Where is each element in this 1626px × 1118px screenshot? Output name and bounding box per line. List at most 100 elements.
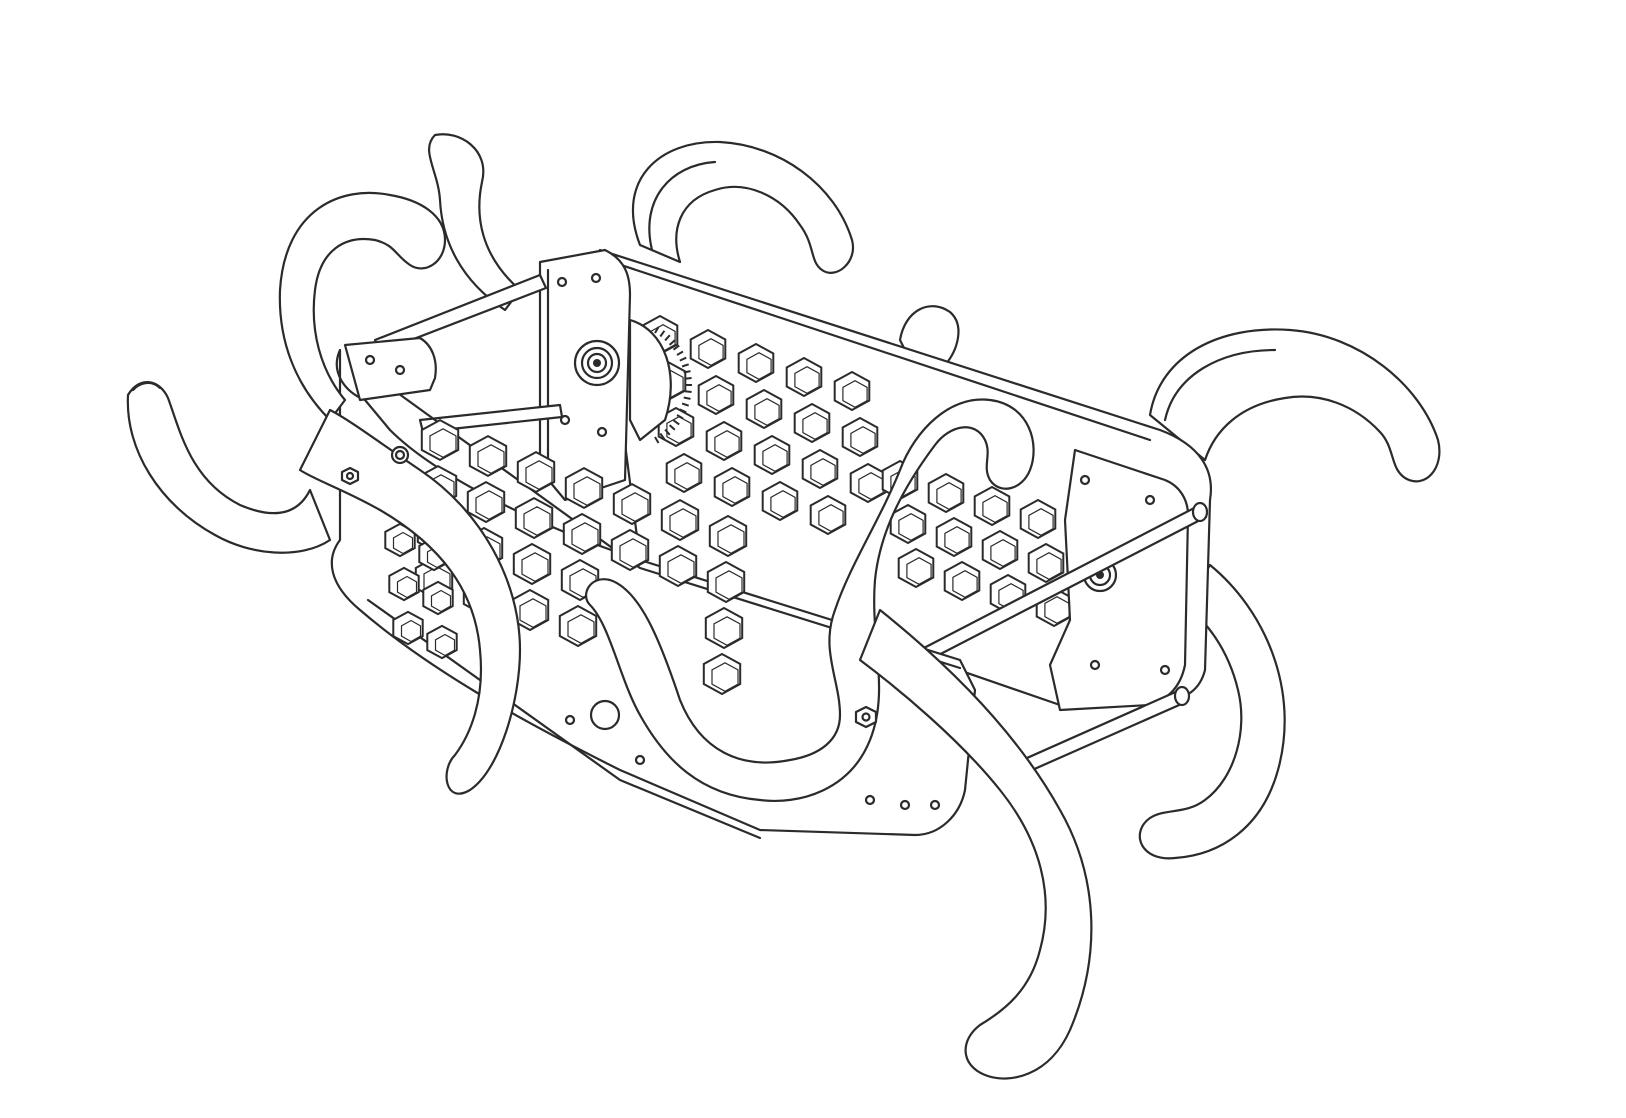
hex-cutout [697, 374, 735, 416]
hex-cutout [1027, 542, 1065, 584]
hex-cutout-depth [1036, 552, 1062, 580]
hex-cutout [705, 420, 743, 462]
hex-cutout-depth [717, 524, 745, 554]
rear-bracket [343, 336, 437, 402]
hex-cutout [973, 485, 1011, 527]
hex-cutout [422, 580, 454, 616]
hex-cutout [713, 466, 751, 508]
hex-cutout-depth [802, 412, 828, 440]
hex-cutout-depth [430, 589, 452, 613]
hex-cutout-depth [906, 557, 932, 585]
hex-cutout-depth [990, 539, 1016, 567]
hex-cutout-depth [571, 522, 599, 552]
hex-cutout [702, 652, 742, 696]
drive-gear [628, 318, 692, 444]
hex-cutout [704, 606, 744, 650]
bearing-rear [573, 339, 621, 387]
hex-cutout [468, 434, 508, 478]
hex-cutout [708, 514, 748, 558]
hex-cutout-depth [714, 430, 740, 458]
hex-cutout [737, 342, 775, 384]
hex-cutout [809, 494, 847, 536]
hex-cutout-depth [722, 476, 748, 504]
bolt-bracket [390, 445, 410, 465]
gear-tooth [672, 344, 680, 351]
hex-nut-left [340, 466, 360, 486]
hex-cutout-depth [952, 570, 978, 598]
hex-cutout-depth [818, 504, 844, 532]
front-end-plate [1048, 448, 1190, 712]
gear-tooth [672, 419, 680, 426]
gear-tooth [664, 428, 671, 436]
gear-tooth [683, 396, 691, 400]
hex-cutout-depth [1028, 508, 1054, 536]
spacer-rods [373, 273, 1209, 784]
gear-tooth [681, 363, 690, 368]
gear-tooth [668, 339, 676, 346]
gear-tooth [684, 390, 692, 393]
hex-cutout [935, 516, 973, 558]
hex-cutout [689, 328, 727, 370]
hex-cutout [981, 529, 1019, 571]
hex-cutout-depth [762, 444, 788, 472]
hex-cutout-depth [794, 366, 820, 394]
leg-back-lower-right [1138, 563, 1286, 860]
gear-tooth [654, 326, 660, 334]
hex-cutout [612, 482, 652, 526]
hex-cutout [658, 544, 698, 588]
hex-cutout-depth [698, 338, 724, 366]
hex-cutout-depth [573, 476, 601, 506]
hex-cutout-depth [898, 513, 924, 541]
hex-cutout [943, 560, 981, 602]
leg-back-upper-left [428, 133, 522, 312]
hex-cutout-depth [674, 462, 700, 490]
gear-tooth [668, 424, 676, 431]
hex-cutout [785, 356, 823, 398]
gear-tooth [679, 356, 687, 362]
hex-cutout [761, 480, 799, 522]
hex-cutout [514, 496, 554, 540]
hex-cutout [516, 450, 556, 494]
hex-cutout [849, 462, 887, 504]
hex-cutout [660, 498, 700, 542]
hex-cutout-depth [711, 662, 739, 692]
hex-cutout-depth [392, 531, 414, 555]
hex-cutout [927, 472, 965, 514]
gear-tooth [676, 350, 684, 356]
hex-cutout [753, 434, 791, 476]
hex-cutout [562, 512, 602, 556]
hex-cutout-depth [982, 495, 1008, 523]
hex-cutout [833, 370, 871, 412]
gear-tooth [679, 408, 687, 414]
hex-cutout-depth [434, 633, 456, 657]
hex-cutout-depth [400, 619, 422, 643]
leg-back-right [1148, 328, 1441, 483]
hex-nut-center [854, 705, 878, 729]
hex-cutout-depth [669, 508, 697, 538]
leg-front-lower-center [858, 608, 1093, 1080]
gear-tooth [683, 370, 691, 374]
gear-tooth [676, 414, 684, 420]
hex-cutout-depth [569, 568, 597, 598]
hex-cutout [801, 448, 839, 490]
hex-cutout-depth [521, 552, 549, 582]
hex-cutout [420, 418, 460, 462]
hex-cutout [745, 388, 783, 430]
gear-tooth [684, 377, 692, 380]
hex-cutout [897, 547, 935, 589]
hex-cutout [706, 560, 746, 604]
hex-cutout-depth [525, 460, 553, 490]
hex-cutout-depth [713, 616, 741, 646]
hex-cutout [466, 480, 506, 524]
hex-cutout [426, 624, 458, 660]
hex-cutout-depth [477, 444, 505, 474]
gear-tooth [664, 334, 671, 342]
hex-cutout-depth [621, 492, 649, 522]
hex-cutout [841, 416, 879, 458]
leg-front-upper-left [278, 191, 522, 795]
hex-cutout [793, 402, 831, 444]
hex-cutout-depth [396, 575, 418, 599]
hex-cutout-depth [944, 526, 970, 554]
hex-cutout-depth [519, 598, 547, 628]
